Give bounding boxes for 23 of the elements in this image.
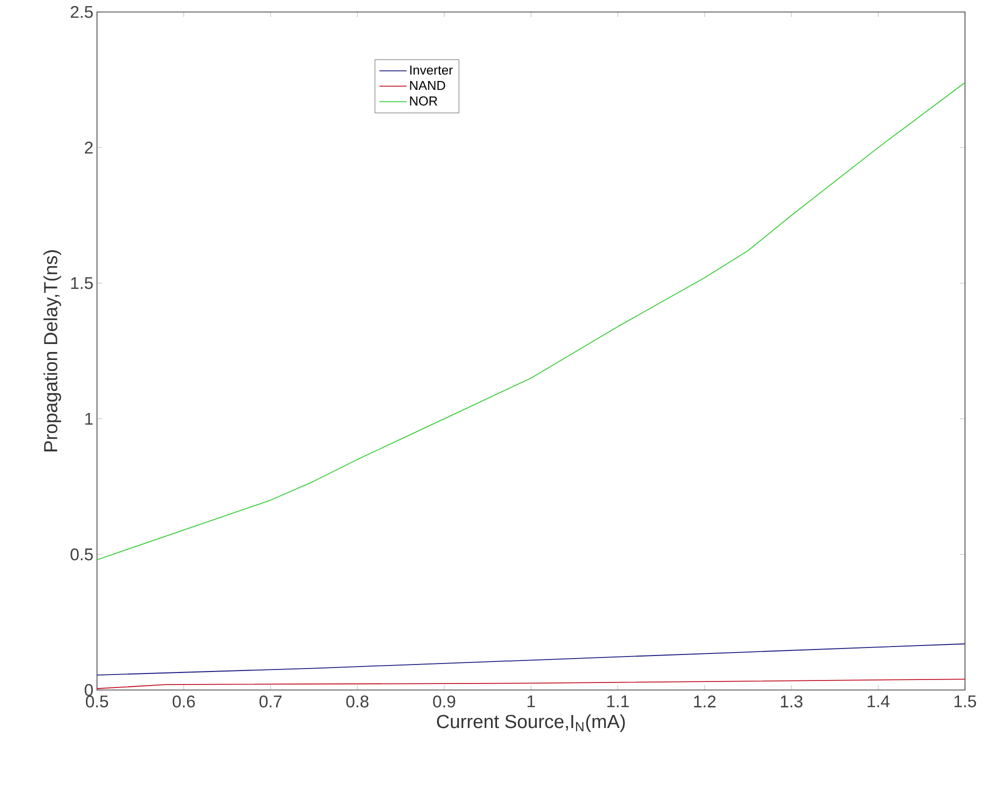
legend-label: NAND [410, 81, 446, 90]
x-tick-label: 0.6 [172, 695, 195, 708]
legend-label: Inverter [410, 66, 453, 75]
line-series [97, 643, 966, 676]
x-tick-label: 1.2 [694, 695, 716, 708]
x-tick-label: 1.5 [954, 695, 976, 708]
y-tick-label: 1.5 [71, 277, 93, 290]
y-tick-label: 0.5 [70, 548, 93, 560]
x-tick-label: 0.7 [259, 695, 282, 708]
x-tick-label: 1.1 [607, 695, 629, 708]
y-axis-title: Propagation Delay,T(ns) [43, 250, 62, 452]
x-tick-label: 1.4 [868, 695, 890, 708]
x-tick-label: 0.9 [433, 695, 456, 708]
y-tick-label: 2.5 [70, 6, 93, 18]
line-series [97, 678, 966, 690]
x-tick-label: 1 [528, 695, 535, 708]
y-tick-label: 1 [85, 412, 93, 425]
x-tick-label: 1.3 [780, 695, 802, 708]
y-tick-label: 2 [84, 142, 93, 154]
x-axis-title: Current Source,I$_{N}$(mA) [436, 714, 625, 732]
legend-label: NOR [410, 96, 438, 106]
x-tick-label: 0.8 [346, 695, 368, 708]
y-tick-label: 0 [84, 684, 93, 696]
